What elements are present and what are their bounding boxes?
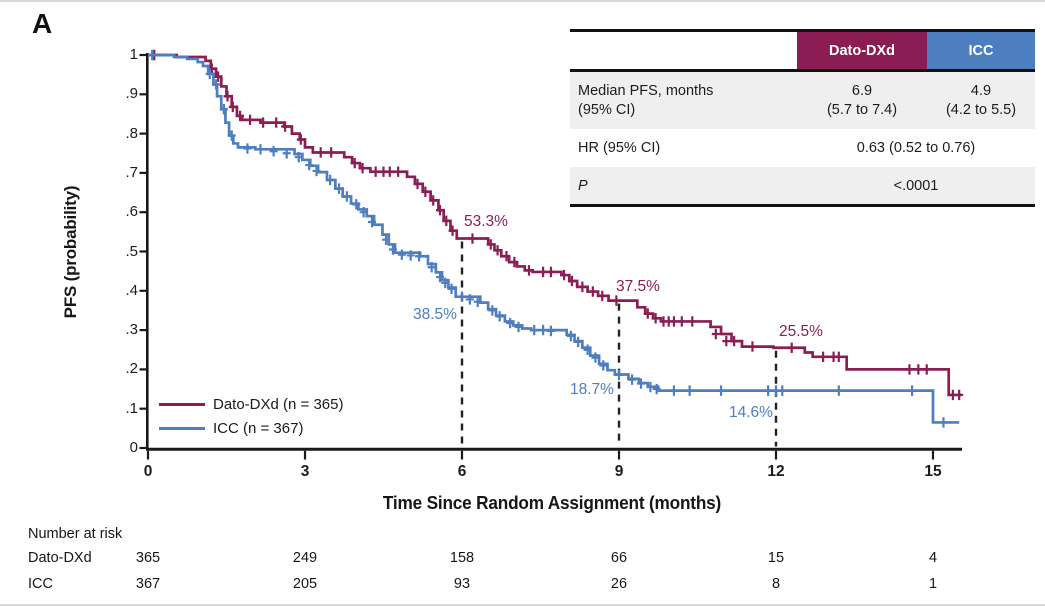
x-tick-label: 3 [300, 463, 310, 480]
panel-label: A [32, 8, 53, 39]
p-row: P <.0001 [570, 167, 1035, 204]
number-at-risk-title: Number at risk [28, 526, 123, 542]
landmark-value-label: 25.5% [779, 323, 823, 340]
hr-value: 0.63 (0.52 to 0.76) [856, 140, 976, 156]
median-pfs-label: Median PFS, months (95% CI) [570, 72, 797, 129]
landmark-value-label: 37.5% [616, 278, 660, 295]
legend-label: ICC (n = 367) [213, 419, 304, 437]
x-axis-title: Time Since Random Assignment (months) [382, 492, 722, 513]
median-icc-line1: 4.9 [970, 82, 992, 99]
y-tick-label: .8 [125, 124, 138, 142]
median-dato-line1: 6.9 [851, 82, 873, 99]
risk-value: 93 [453, 576, 471, 592]
risk-value: 1 [928, 576, 938, 592]
stats-table: Dato-DXd ICC Median PFS, months (95% CI)… [570, 29, 1035, 207]
legend: Dato-DXd (n = 365) ICC (n = 367) [159, 392, 343, 440]
median-label-line1: Median PFS, months [578, 82, 714, 99]
y-tick-label: .1 [125, 399, 138, 417]
bottom-rule [0, 604, 1045, 606]
landmark-value-label: 53.3% [464, 213, 508, 230]
risk-value: 205 [292, 576, 318, 592]
median-icc-value: 4.9 (4.2 to 5.5) [927, 72, 1035, 129]
landmark-value-label: 14.6% [729, 404, 773, 421]
x-tick-label: 12 [767, 463, 785, 480]
median-dato-line2: (5.7 to 7.4) [826, 101, 898, 118]
hr-label: HR (95% CI) [578, 140, 661, 156]
y-tick-label: .4 [125, 281, 138, 299]
risk-value: 26 [610, 576, 628, 592]
risk-value: 15 [767, 550, 785, 566]
y-tick-label: .2 [125, 360, 138, 378]
km-curve-dato-dxd [148, 53, 962, 397]
top-rule [0, 0, 1045, 2]
y-tick-label: .5 [125, 242, 138, 260]
p-value: <.0001 [893, 177, 939, 194]
y-axis-title: PFS (probability) [61, 185, 80, 319]
stats-header-row: Dato-DXd ICC [570, 32, 1035, 69]
risk-value: 4 [928, 550, 938, 566]
risk-value: 365 [135, 550, 161, 566]
median-dato-value: 6.9 (5.7 to 7.4) [797, 72, 927, 129]
risk-value: 367 [135, 576, 161, 592]
header-empty-cell [570, 32, 797, 69]
x-tick-label: 9 [614, 463, 624, 480]
x-tick-label: 6 [457, 463, 467, 480]
risk-value: 158 [449, 550, 475, 566]
risk-value: 249 [292, 550, 318, 566]
legend-item-dato: Dato-DXd (n = 365) [159, 392, 343, 416]
risk-row-label: ICC [28, 576, 53, 592]
x-tick-label: 0 [143, 463, 153, 480]
x-tick-label: 15 [924, 463, 942, 480]
table-top-border [570, 29, 1035, 32]
hr-row: HR (95% CI) 0.63 (0.52 to 0.76) [570, 129, 1035, 167]
median-label-line2: (95% CI) [578, 101, 636, 118]
legend-item-icc: ICC (n = 367) [159, 416, 343, 440]
y-tick-label: 0 [129, 439, 138, 456]
landmark-value-label: 18.7% [570, 381, 614, 398]
censor-marks-icc [148, 49, 948, 428]
landmark-value-label: 38.5% [413, 306, 457, 323]
y-tick-label: 1 [129, 46, 138, 63]
icc-line-swatch [159, 426, 205, 430]
risk-value: 8 [771, 576, 781, 592]
header-icc: ICC [927, 32, 1035, 69]
y-tick-label: .7 [125, 163, 138, 181]
p-label: P [578, 177, 588, 194]
header-dato: Dato-DXd [797, 32, 927, 69]
risk-row-label: Dato-DXd [28, 550, 92, 566]
legend-label: Dato-DXd (n = 365) [213, 395, 344, 413]
table-header-divider [570, 69, 1035, 72]
y-tick-label: .9 [125, 85, 138, 103]
table-bottom-border [570, 204, 1035, 207]
median-icc-line2: (4.2 to 5.5) [945, 101, 1017, 118]
y-tick-label: .6 [125, 203, 138, 221]
y-tick-label: .3 [125, 321, 138, 339]
dato-line-swatch [159, 402, 205, 406]
median-pfs-row: Median PFS, months (95% CI) 6.9 (5.7 to … [570, 72, 1035, 129]
risk-value: 66 [610, 550, 628, 566]
